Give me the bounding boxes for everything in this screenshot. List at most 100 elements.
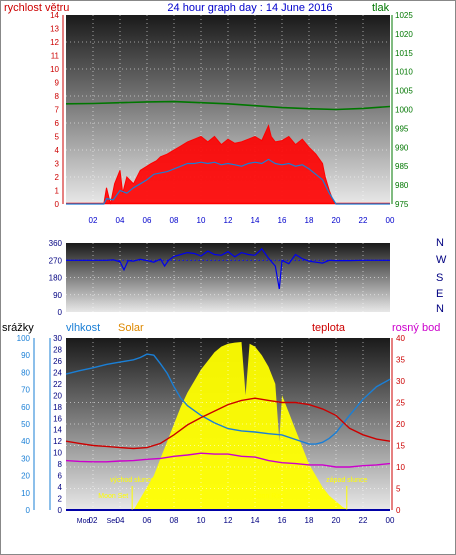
wind-speed-tick-label: 9 (55, 79, 60, 88)
solar-label: Solar (118, 322, 144, 334)
wind-speed-tick-label: 14 (50, 11, 59, 20)
rain-tick-label: 50 (21, 420, 30, 429)
annotation-label: západ slunce (326, 477, 367, 484)
compass-label: S (436, 272, 443, 284)
temperature-tick-label: 30 (396, 377, 405, 386)
pressure-tick-label: 1020 (395, 30, 413, 39)
humidity-tick-label: 20 (53, 391, 62, 400)
annotation-label: Set (107, 518, 118, 525)
pressure-tick-label: 1010 (395, 68, 413, 77)
humidity-time-tick-label: 08 (170, 516, 179, 525)
wind-average-series (66, 158, 390, 205)
wind-speed-tick-label: 12 (50, 38, 59, 47)
temperature-tick-label: 10 (396, 463, 405, 472)
temperature-line (65, 397, 391, 450)
rain-tick-label: 30 (21, 454, 30, 463)
wind-speed-tick-label: 2 (55, 173, 60, 182)
humidity-time-tick-label: 18 (305, 516, 314, 525)
pressure-tick-label: 1015 (395, 49, 413, 58)
rain-tick-label: 60 (21, 403, 30, 412)
pressure-tick-label: 1025 (395, 11, 413, 20)
rain-tick-label: 40 (21, 437, 30, 446)
pressure-tick-label: 1005 (395, 87, 413, 96)
wind-time-tick-label: 08 (170, 216, 179, 225)
temperature-tick-label: 35 (396, 356, 405, 365)
pressure-tick-label: 1000 (395, 106, 413, 115)
humidity-temperature-grid (66, 338, 390, 510)
annotation-label: východ slunce (110, 477, 154, 484)
wind-gust-line (66, 124, 390, 205)
direction-tick-label: 270 (49, 256, 63, 265)
humidity-tick-label: 0 (58, 506, 63, 515)
humidity-time-tick-label: 00 (386, 516, 395, 525)
humidity-tick-label: 22 (53, 380, 62, 389)
sun-moon-annotations: východ slunce západ slunce Moon Set Moon Ri… (77, 477, 368, 525)
rain-tick-label: 80 (21, 368, 30, 377)
humidity-time-tick-label: 10 (197, 516, 206, 525)
wind-direction-series (66, 247, 390, 290)
wind-time-tick-label: 00 (386, 216, 395, 225)
temperature-tick-label: 40 (396, 334, 405, 343)
direction-tick-label: 90 (53, 291, 62, 300)
temperature-tick-label: 5 (396, 485, 401, 494)
annotation-label: Mod (77, 518, 91, 525)
wind-time-tick-label: 06 (143, 216, 152, 225)
humidity-time-tick-label: 02 (89, 516, 98, 525)
humidity-tick-label: 16 (53, 414, 62, 423)
pressure-tick-label: 980 (395, 181, 409, 190)
graph-title: 24 hour graph day : 14 June 2016 (167, 2, 332, 14)
humidity-time-tick-label: 04 (116, 516, 125, 525)
direction-line (66, 247, 390, 290)
wind-time-tick-label: 20 (332, 216, 341, 225)
pressure-tick-label: 995 (395, 124, 409, 133)
humidity-time-axis: 02 04 06 08 10 12 14 16 18 20 22 00 (66, 509, 395, 525)
wind-speed-tick-label: 4 (55, 146, 60, 155)
wind-time-tick-label: 12 (224, 216, 233, 225)
humidity-tick-label: 10 (53, 449, 62, 458)
rain-label: srážky (2, 322, 34, 334)
rain-axis: 0 10 20 30 40 50 60 70 80 90 100 (17, 334, 35, 515)
pressure-series (65, 100, 391, 111)
wind-time-tick-label: 10 (197, 216, 206, 225)
humidity-tick-label: 30 (53, 334, 62, 343)
temperature-tick-label: 20 (396, 420, 405, 429)
annotation-label: Moon Rise (252, 493, 286, 500)
wind-speed-tick-label: 13 (50, 25, 59, 34)
pressure-label: tlak (372, 2, 390, 14)
solar-series (133, 342, 350, 510)
pressure-tick-label: 990 (395, 143, 409, 152)
humidity-time-tick-label: 16 (278, 516, 287, 525)
wind-speed-tick-label: 7 (55, 106, 60, 115)
wind-time-tick-label: 16 (278, 216, 287, 225)
wind-speed-tick-label: 5 (55, 133, 60, 142)
rain-tick-label: 10 (21, 489, 30, 498)
humidity-tick-label: 18 (53, 403, 62, 412)
pressure-tick-label: 985 (395, 162, 409, 171)
wind-time-axis: 02 04 06 08 10 12 14 16 18 20 22 00 (89, 216, 395, 225)
dew-point-series (65, 452, 391, 468)
humidity-time-tick-label: 12 (224, 516, 233, 525)
humidity-time-tick-label: 14 (251, 516, 260, 525)
humidity-tick-label: 4 (58, 483, 63, 492)
wind-speed-tick-label: 0 (55, 200, 60, 209)
humidity-line (65, 353, 391, 445)
compass-label: N (436, 303, 444, 315)
rain-tick-label: 70 (21, 386, 30, 395)
temperature-series (65, 397, 391, 450)
wind-time-tick-label: 02 (89, 216, 98, 225)
wind-gust-area (66, 125, 390, 204)
rain-tick-label: 100 (17, 334, 31, 343)
rain-tick-label: 90 (21, 351, 30, 360)
wind-direction-axis: 0 90 180 270 360 (49, 239, 63, 317)
wind-speed-label: rychlost větru (4, 2, 69, 14)
humidity-tick-label: 6 (58, 472, 63, 481)
direction-tick-label: 360 (49, 239, 63, 248)
temperature-tick-label: 15 (396, 442, 405, 451)
rain-tick-label: 20 (21, 472, 30, 481)
compass-label: W (436, 254, 447, 266)
wind-speed-tick-label: 10 (50, 65, 59, 74)
humidity-time-tick-label: 20 (332, 516, 341, 525)
